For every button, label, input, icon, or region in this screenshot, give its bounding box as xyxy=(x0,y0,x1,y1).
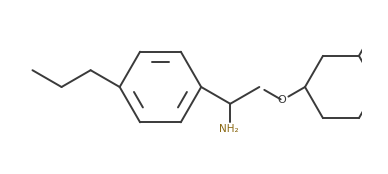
Text: NH₂: NH₂ xyxy=(220,124,239,134)
Text: O: O xyxy=(278,95,287,105)
